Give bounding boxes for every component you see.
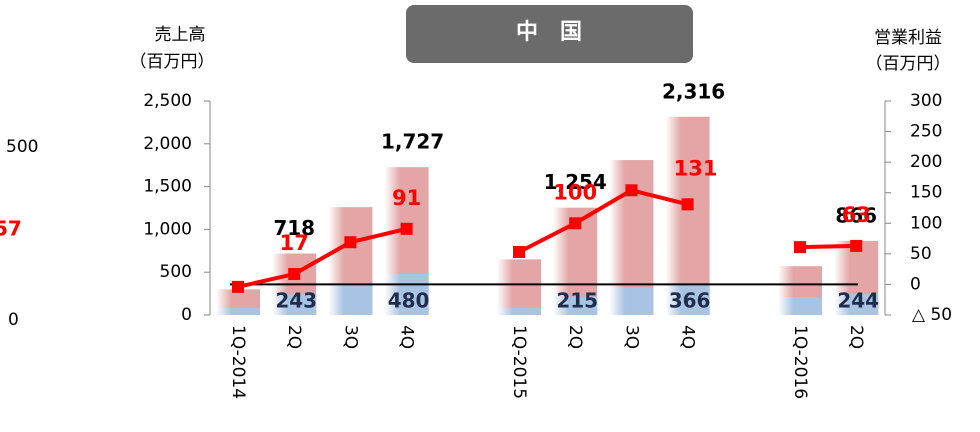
y-tick-label: 1,000	[143, 219, 192, 239]
value-label: 718	[273, 216, 315, 240]
value-label: 91	[392, 186, 421, 210]
marker	[344, 236, 357, 249]
y2-tick-label: 250	[910, 122, 942, 142]
bar	[609, 288, 654, 315]
y2-tick-label: 50	[910, 244, 932, 264]
marker	[569, 217, 582, 230]
chart-title: 中 国	[516, 20, 582, 45]
y2-tick-label: 0	[910, 274, 921, 294]
value-label: 480	[388, 289, 430, 313]
y2-tick-label: △ 50	[912, 305, 952, 325]
x-tick-label: 4Q	[397, 325, 417, 349]
marker	[232, 280, 244, 293]
x-tick-label: 1Q-2014	[228, 325, 248, 399]
value-label: 63	[842, 203, 871, 227]
fragment-text: 0	[8, 310, 19, 330]
y-label: （百万円）	[130, 52, 215, 72]
marker	[288, 268, 301, 281]
x-tick-label: 1Q-2015	[509, 325, 529, 399]
value-label: 366	[669, 289, 711, 313]
y2-tick-label: 150	[910, 183, 942, 203]
value-label: 2,316	[662, 79, 725, 103]
bar	[834, 294, 879, 315]
marker	[681, 198, 694, 211]
x-tick-label: 2Q	[284, 325, 304, 349]
value-label: 244	[837, 289, 879, 313]
bar	[497, 308, 541, 315]
y-tick-label: 500	[160, 262, 192, 282]
y-label: 売上高	[155, 25, 206, 45]
fragment-text: 500	[6, 137, 38, 157]
value-label: 131	[674, 156, 718, 180]
value-label: 17	[280, 231, 309, 255]
y2-tick-label: 100	[910, 213, 942, 233]
value-label: 100	[553, 180, 597, 204]
value-label: 1,727	[381, 130, 444, 154]
bar	[778, 297, 822, 315]
y2-tick-label: 200	[910, 152, 942, 172]
bar	[328, 283, 373, 315]
y-tick-label: 1,500	[143, 177, 192, 197]
y2-tick-label: 300	[910, 91, 942, 111]
bar	[384, 273, 429, 315]
line	[237, 188, 857, 289]
value-label: 1,254	[544, 170, 607, 194]
value-label: 243	[275, 289, 317, 313]
x-tick-label: 1Q-2016	[790, 325, 810, 399]
marker	[850, 239, 863, 252]
bar	[665, 116, 710, 315]
y2-label: （百万円）	[866, 54, 951, 74]
y-tick-label: 2,000	[143, 134, 192, 154]
fragment-text: 57	[0, 217, 22, 241]
marker	[400, 222, 413, 235]
bar	[216, 308, 260, 315]
x-tick-label: 4Q	[678, 325, 698, 349]
x-tick-label: 2Q	[565, 325, 585, 349]
y-tick-label: 2,500	[143, 91, 192, 111]
bar	[497, 259, 541, 315]
value-label: 866	[835, 203, 877, 227]
marker	[794, 241, 806, 254]
y2-label: 営業利益	[874, 28, 942, 48]
x-tick-label: 3Q	[340, 325, 360, 349]
marker	[513, 246, 525, 259]
value-label: 215	[556, 289, 598, 313]
bar	[272, 294, 317, 315]
bar	[553, 296, 598, 315]
title-box	[406, 5, 693, 63]
y-tick-label: 0	[181, 305, 192, 325]
x-tick-label: 3Q	[621, 325, 641, 349]
x-tick-label: 2Q	[846, 325, 866, 349]
marker	[625, 184, 638, 197]
bar	[665, 283, 710, 315]
